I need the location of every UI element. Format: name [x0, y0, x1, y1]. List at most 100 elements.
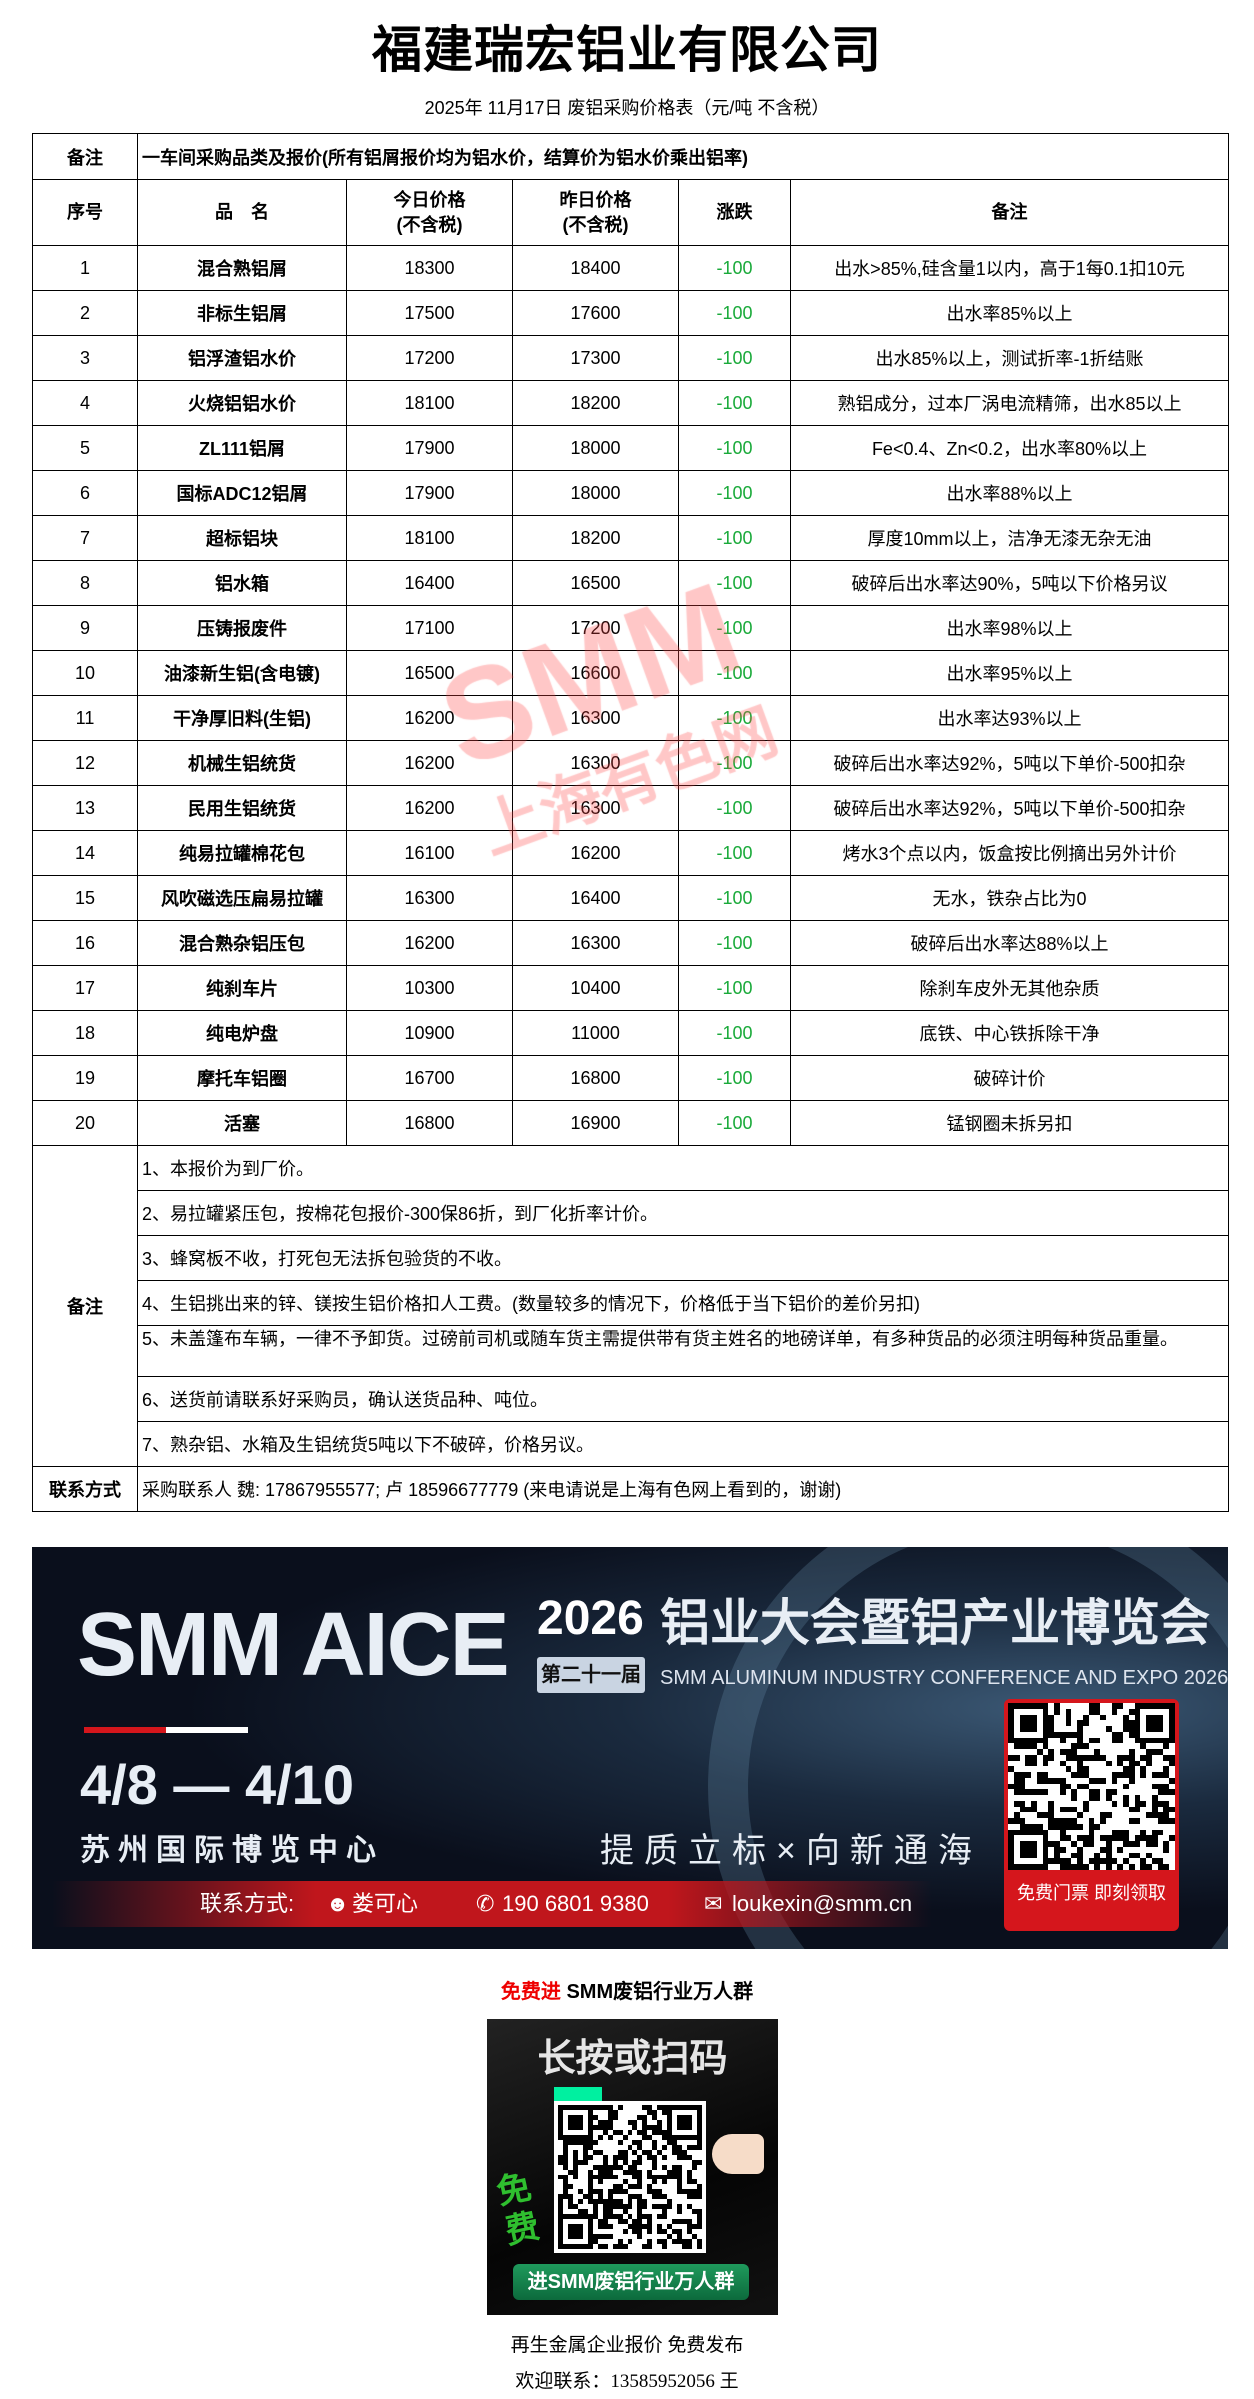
price-change: -100 — [678, 560, 791, 606]
banner-brand: SMM AICE — [77, 1595, 510, 1695]
col-header-name: 品 名 — [137, 179, 347, 246]
row-number: 19 — [32, 1055, 138, 1101]
ticket-qr-box[interactable]: 免费门票 即刻领取 — [1004, 1699, 1179, 1931]
group-qr-poster[interactable]: 长按或扫码 免费 进SMM废铝行业万人群 — [487, 2019, 778, 2315]
price-change: -100 — [678, 605, 791, 651]
column-header-row: 序号 品 名 今日价格 (不含税) 昨日价格 (不含税) 涨跌 备注 — [32, 179, 1229, 246]
yesterday-price: 18400 — [512, 245, 679, 291]
today-price: 10300 — [346, 965, 513, 1011]
product-name: 混合熟铝屑 — [137, 245, 347, 291]
aice-banner[interactable]: SMM AICE 2026 第二十一届 铝业大会暨铝产业博览会 SMM ALUM… — [32, 1547, 1228, 1949]
yesterday-price: 16300 — [512, 740, 679, 786]
contact-text: 采购联系人 魏: 17867955577; 卢 18596677779 (来电请… — [137, 1466, 1229, 1512]
yesterday-price: 16300 — [512, 785, 679, 831]
row-note: 破碎后出水率达90%，5吨以下价格另议 — [790, 560, 1229, 606]
white-accent-bar — [166, 1727, 248, 1733]
table-row: 12 机械生铝统货 16200 16300 -100 破碎后出水率达92%，5吨以下单价-… — [32, 740, 1229, 786]
col-header-yesterday: 昨日价格 (不含税) — [512, 179, 679, 246]
poster-heading: 长按或扫码 — [537, 2038, 728, 2080]
banner-contact-label: 联系方式: — [200, 1891, 295, 1916]
row-note: 出水>85%,硅含量1以内，高于1每0.1扣10元 — [790, 245, 1229, 291]
person-icon: ☻ — [326, 1891, 350, 1916]
col-header-no: 序号 — [32, 179, 138, 246]
contact-row: 联系方式 采购联系人 魏: 17867955577; 卢 18596677779 … — [32, 1466, 1229, 1512]
price-table: 备注 一车间采购品类及报价(所有铝屑报价均为铝水价，结算价为铝水价乘出铝率) 序… — [32, 133, 1229, 1512]
price-change: -100 — [678, 740, 791, 786]
row-number: 9 — [32, 605, 138, 651]
banner-contact-phone: 190 6801 9380 — [502, 1891, 649, 1916]
table-row: 19 摩托车铝圈 16700 16800 -100 破碎计价 — [32, 1055, 1229, 1101]
price-change: -100 — [678, 1010, 791, 1056]
row-number: 20 — [32, 1100, 138, 1146]
today-price: 16500 — [346, 650, 513, 696]
today-price: 17500 — [346, 290, 513, 336]
row-number: 10 — [32, 650, 138, 696]
row-number: 4 — [32, 380, 138, 426]
banner-edition: 第二十一届 — [537, 1657, 645, 1693]
product-name: 混合熟杂铝压包 — [137, 920, 347, 966]
row-note: 厚度10mm以上，洁净无漆无杂无油 — [790, 515, 1229, 561]
table-row: 9 压铸报废件 17100 17200 -100 出水率98%以上 — [32, 605, 1229, 651]
row-note: 出水率达93%以上 — [790, 695, 1229, 741]
row-number: 8 — [32, 560, 138, 606]
yesterday-price: 16300 — [512, 920, 679, 966]
banner-contact-name: 娄可心 — [352, 1891, 419, 1916]
banner-dates: 4/8 — 4/10 — [80, 1753, 354, 1816]
note-row: 备注 1、本报价为到厂价。 — [32, 1145, 1229, 1467]
row-number: 5 — [32, 425, 138, 471]
today-price: 17100 — [346, 605, 513, 651]
yesterday-price: 16900 — [512, 1100, 679, 1146]
row-note: 出水85%以上，测试折率-1折结账 — [790, 335, 1229, 381]
yesterday-price: 18200 — [512, 515, 679, 561]
today-price: 16200 — [346, 920, 513, 966]
red-accent-bar — [84, 1727, 166, 1733]
price-change: -100 — [678, 695, 791, 741]
table-row: 14 纯易拉罐棉花包 16100 16200 -100 烤水3个点以内，饭盒按比例摘出另外… — [32, 830, 1229, 876]
price-change: -100 — [678, 335, 791, 381]
mail-icon: ✉ — [704, 1891, 723, 1916]
note-item: 3、蜂窝板不收，打死包无法拆包验货的不收。 — [137, 1235, 1229, 1281]
today-price: 17900 — [346, 425, 513, 471]
row-number: 18 — [32, 1010, 138, 1056]
note-row: 2、易拉罐紧压包，按棉花包报价-300保86折，到厂化折率计价。 — [33, 1190, 1229, 1236]
footer-line-2: 欢迎联系：13585952056 王 — [515, 2371, 739, 2392]
yesterday-price: 16500 — [512, 560, 679, 606]
price-change: -100 — [678, 515, 791, 561]
yesterday-price: 11000 — [512, 1010, 679, 1056]
today-price: 16300 — [346, 875, 513, 921]
col-header-note: 备注 — [790, 179, 1229, 246]
row-number: 13 — [32, 785, 138, 831]
today-price: 16800 — [346, 1100, 513, 1146]
table-row: 13 民用生铝统货 16200 16300 -100 破碎后出水率达92%，5吨以下单价-… — [32, 785, 1229, 831]
row-note: 锰钢圈未拆另扣 — [790, 1100, 1229, 1146]
banner-contact-strip: 联系方式: ☻ 娄可心 ✆ 190 6801 9380 ✉ loukexin@s… — [52, 1881, 932, 1927]
notes-label: 备注 — [32, 1145, 138, 1467]
note-row: 6、送货前请联系好采购员，确认送货品种、吨位。 — [33, 1376, 1229, 1422]
row-number: 6 — [32, 470, 138, 516]
yesterday-price: 16800 — [512, 1055, 679, 1101]
group-qr-code[interactable] — [554, 2101, 706, 2253]
product-name: 国标ADC12铝屑 — [137, 470, 347, 516]
group-heading: 免费进 SMM废铝行业万人群 — [0, 1975, 1254, 2004]
today-price: 16700 — [346, 1055, 513, 1101]
row-number: 12 — [32, 740, 138, 786]
product-name: 非标生铝屑 — [137, 290, 347, 336]
intro-row: 备注 一车间采购品类及报价(所有铝屑报价均为铝水价，结算价为铝水价乘出铝率) — [32, 133, 1229, 180]
today-price: 18100 — [346, 515, 513, 561]
ticket-qr-code[interactable] — [1008, 1703, 1175, 1870]
table-row: 4 火烧铝铝水价 18100 18200 -100 熟铝成分，过本厂涡电流精筛，出水85以… — [32, 380, 1229, 426]
yesterday-price: 18000 — [512, 425, 679, 471]
row-number: 2 — [32, 290, 138, 336]
banner-year: 2026 — [537, 1592, 644, 1645]
col-header-today: 今日价格 (不含税) — [346, 179, 513, 246]
table-row: 20 活塞 16800 16900 -100 锰钢圈未拆另扣 — [32, 1100, 1229, 1146]
row-number: 15 — [32, 875, 138, 921]
price-change: -100 — [678, 470, 791, 516]
price-change: -100 — [678, 380, 791, 426]
pointing-hand-icon — [712, 2134, 764, 2174]
product-name: 活塞 — [137, 1100, 347, 1146]
contact-label: 联系方式 — [32, 1466, 138, 1512]
product-name: 油漆新生铝(含电镀) — [137, 650, 347, 696]
poster-join-button[interactable]: 进SMM废铝行业万人群 — [513, 2264, 749, 2300]
table-row: 15 风吹磁选压扁易拉罐 16300 16400 -100 无水，铁杂占比为0 — [32, 875, 1229, 921]
